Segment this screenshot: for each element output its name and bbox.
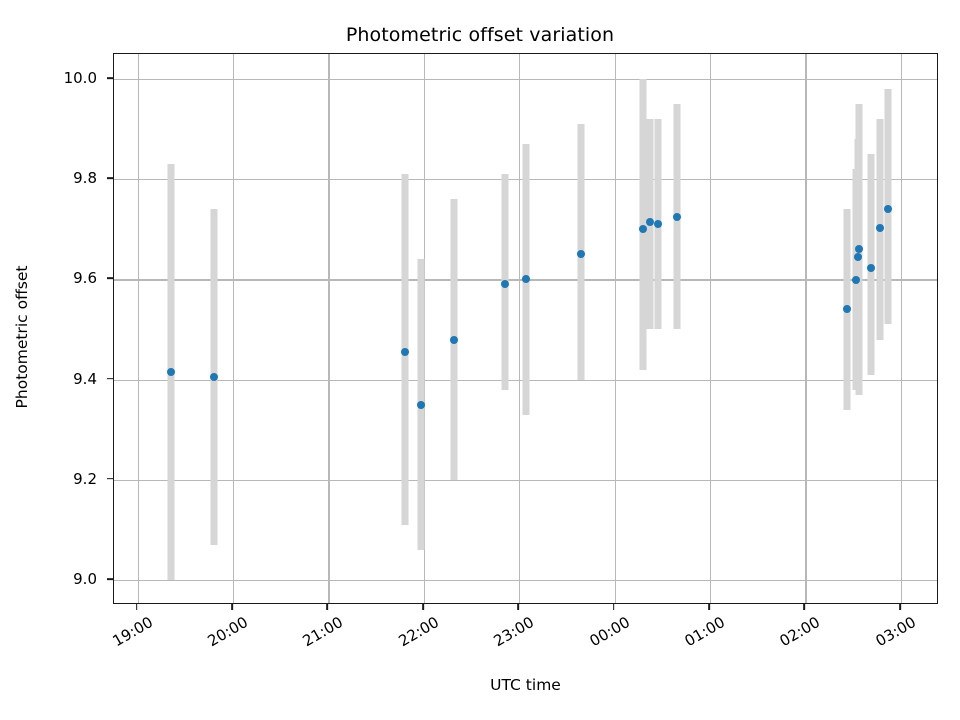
data-point [400,348,409,357]
data-point [167,368,175,377]
data-point [842,305,851,314]
x-axis-label: UTC time [490,676,561,694]
y-gridline [114,79,937,81]
x-axis-tick-label: 21:00 [299,613,347,651]
data-point [884,205,893,214]
x-gridline [233,54,235,603]
x-gridline [710,54,712,603]
y-axis-tick-label: 9.0 [73,569,97,588]
x-gridline [805,54,807,603]
x-gridline [900,54,903,603]
plot-area [113,53,938,604]
data-point [876,224,885,233]
y-axis-tick-label: 9.6 [73,269,97,288]
x-axis-tick-label: 01:00 [681,613,729,651]
data-point [645,217,654,226]
y-axis-tick-label: 10.0 [63,69,97,88]
data-point [577,250,586,259]
x-gridline [519,54,521,603]
data-point [852,276,861,285]
data-point [672,212,681,221]
x-axis-tick [326,604,329,610]
y-axis-tick [107,177,113,180]
x-gridline [137,54,139,603]
y-axis-tick [107,477,113,480]
y-axis-label: Photometric offset [13,265,31,409]
y-gridline [114,479,937,481]
x-axis-tick-label: 03:00 [872,613,919,651]
x-axis-tick [135,604,138,610]
x-axis-tick [421,604,424,610]
x-axis-tick-label: 02:00 [776,613,824,651]
y-axis-tick [107,578,113,580]
x-axis-tick-label: 23:00 [490,613,538,651]
y-axis-tick [107,77,113,79]
data-point [450,335,459,344]
x-gridline [614,54,616,603]
x-axis-tick-label: 19:00 [109,613,156,651]
data-point [653,220,662,229]
data-point [209,373,218,382]
plot-clip [114,54,937,603]
chart-title: Photometric offset variation [345,24,615,46]
y-axis-tick-label: 9.4 [73,369,97,388]
x-axis-tick-label: 22:00 [395,613,442,651]
data-point [500,280,509,289]
x-gridline [328,54,330,603]
x-axis-tick [612,604,615,610]
x-axis-tick [898,604,901,610]
x-axis-tick [517,604,520,610]
x-axis-tick [231,604,233,610]
data-point [866,264,875,273]
x-axis-tick [803,604,806,610]
y-axis-tick-label: 9.2 [73,469,97,488]
x-axis-tick-label: 20:00 [204,613,251,651]
x-axis-tick-label: 00:00 [586,613,633,651]
x-gridline [423,54,425,603]
data-point [639,225,648,234]
error-bar [867,154,875,375]
y-axis-tick [107,377,113,380]
x-axis-tick [708,604,710,610]
data-point [521,275,530,284]
y-gridline [114,579,937,582]
error-bar [639,79,647,370]
data-point [416,400,425,409]
data-point [853,252,862,261]
data-point [855,245,864,254]
y-axis-tick-label: 9.8 [73,169,97,188]
y-axis-tick [107,277,113,280]
